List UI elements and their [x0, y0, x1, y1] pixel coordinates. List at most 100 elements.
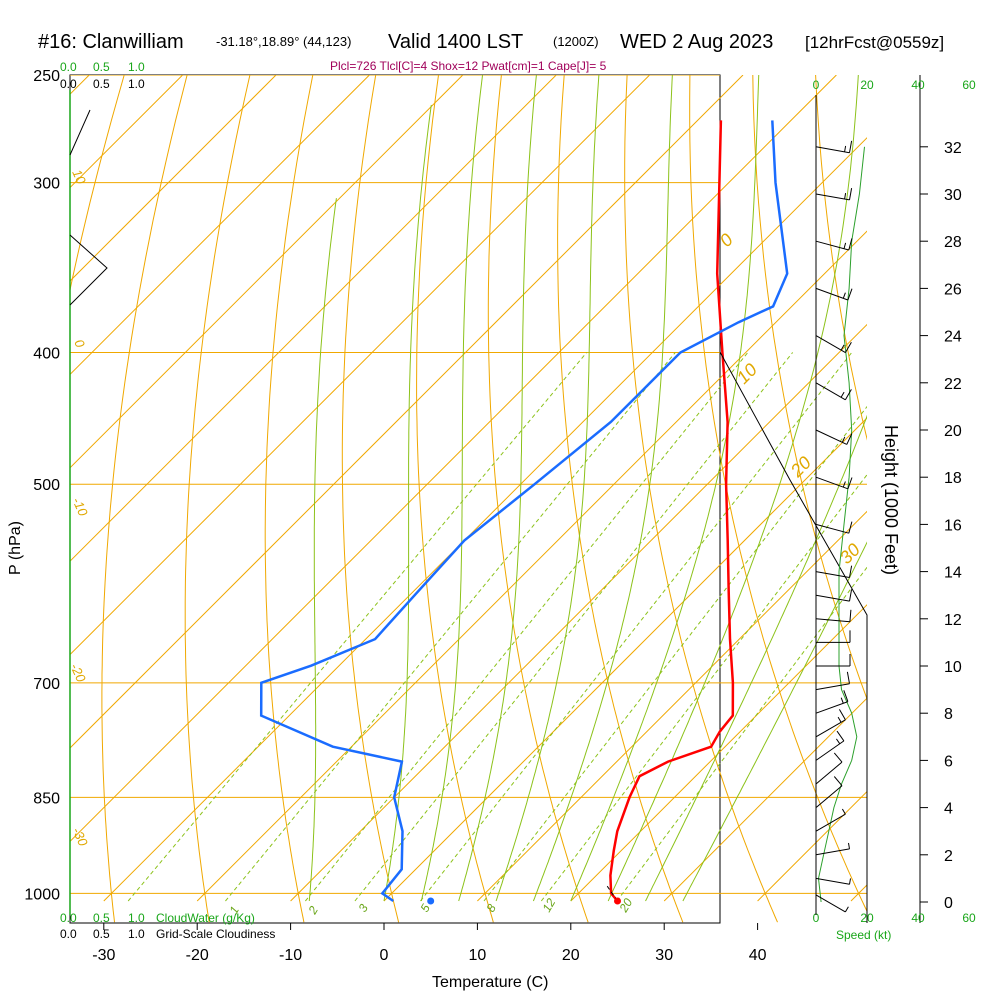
- dry-adiabat: [341, 75, 400, 923]
- wind-barb: [815, 382, 852, 401]
- moist-adiabat: [682, 541, 867, 902]
- height-tick-label: 30: [944, 187, 962, 204]
- dry-adiabat: [264, 75, 314, 923]
- pressure-tick-label: 700: [33, 676, 60, 693]
- pressure-tick-label: 250: [33, 68, 60, 85]
- wind-barb: [815, 429, 853, 445]
- mixing-ratio-label: 12: [539, 896, 558, 915]
- dry-adiabat: [416, 75, 494, 923]
- mixing-ratio-line: [354, 352, 794, 902]
- speed-tick-label-bottom: 60: [962, 911, 976, 925]
- isotherm-line: [383, 417, 867, 902]
- wind-barb: [816, 654, 851, 667]
- cloudwater-tick-0: 0.0: [60, 60, 77, 74]
- cloudwater-legend-label: CloudWater (g/Kg): [156, 911, 255, 925]
- isotherm-label: -10: [69, 495, 91, 519]
- mixing-ratio-line: [540, 473, 867, 902]
- isotherm-line: [70, 75, 557, 562]
- height-tick-label: 18: [944, 470, 962, 487]
- mixing-ratio-line: [616, 566, 867, 902]
- moist-adiabat: [458, 75, 537, 902]
- moist-adiabat: [570, 75, 760, 902]
- height-tick-label: 22: [944, 376, 962, 393]
- isotherm-label: -20: [67, 661, 89, 685]
- wind-barb: [815, 877, 851, 885]
- mixing-ratio-label: 2: [305, 903, 321, 917]
- height-tick-label: 12: [944, 612, 962, 629]
- cloudwater-tick-bottom-0: 0.0: [60, 911, 77, 925]
- cloudwater-tick-bottom-1: 0.5: [93, 911, 110, 925]
- x-tick-label: 30: [655, 947, 673, 964]
- height-tick-label: 16: [944, 517, 962, 534]
- wind-barb: [815, 842, 850, 856]
- moist-adiabat: [383, 104, 432, 902]
- height-tick-label: 10: [944, 659, 962, 676]
- speed-tick-label-bottom: 0: [813, 911, 820, 925]
- dry-adiabat: [624, 75, 778, 923]
- speed-axis-label: Speed (kt): [836, 928, 891, 942]
- dewpoint-trace: [259, 120, 789, 903]
- isotherm-line: [70, 75, 464, 469]
- cloudwater-tick-bottom-2: 1.0: [128, 911, 145, 925]
- isotherm-line: [570, 604, 867, 902]
- cloudiness-tick-bottom-1: 0.5: [93, 927, 110, 941]
- dry-adiabat: [752, 75, 867, 701]
- utc-time: (1200Z): [553, 34, 599, 49]
- wind-barb: [815, 287, 853, 301]
- wind-barb: [815, 565, 853, 578]
- isotherm-line: [663, 697, 867, 902]
- speed-tick-label-bottom: 40: [911, 911, 925, 925]
- cloudiness-legend-label: Grid-Scale Cloudiness: [156, 927, 275, 941]
- isotherm-line: [757, 790, 867, 902]
- y-axis-label: P (hPa): [7, 521, 24, 575]
- moist-adiabat: [532, 75, 673, 902]
- wind-barb: [815, 894, 849, 913]
- pressure-tick-label: 500: [33, 477, 60, 494]
- cloudiness-tick-bottom-0: 0.0: [60, 927, 77, 941]
- wind-barb: [815, 476, 853, 490]
- moist-adiabat: [420, 75, 484, 902]
- mixing-ratio-line: [127, 352, 588, 902]
- cloudiness-tick-bottom-2: 1.0: [128, 927, 145, 941]
- moist-adiabat: [308, 198, 337, 902]
- pressure-tick-label: 1000: [24, 886, 60, 903]
- wind-barb: [815, 690, 849, 714]
- moist-adiabat: [645, 414, 867, 902]
- x-tick-label: 20: [562, 947, 580, 964]
- wind-barb: [815, 238, 853, 251]
- dry-adiabat: [815, 75, 867, 441]
- isotherm-line: [477, 510, 867, 902]
- x-tick-label: 40: [749, 947, 767, 964]
- indices-line: Plcl=726 Tlcl[C]=4 Shox=12 Pwat[cm]=1 Ca…: [330, 59, 607, 73]
- temperature-trace: [609, 120, 735, 902]
- isotherm-label: 0: [71, 337, 88, 351]
- mixing-ratio-line: [483, 405, 867, 902]
- cloudwater-tick-1: 0.5: [93, 60, 110, 74]
- mixing-ratio-label: 3: [355, 901, 371, 914]
- isotherm-line: [70, 75, 277, 282]
- forecast-run: [12hrFcst@0559z]: [805, 33, 944, 52]
- wind-barb: [815, 752, 843, 785]
- wind-barb: [815, 709, 846, 738]
- isotherm-line: [70, 75, 744, 749]
- surface-temperature-point: [614, 897, 621, 905]
- x-tick-label: 10: [469, 947, 487, 964]
- isotherm-label: -30: [69, 825, 91, 849]
- height-tick-label: 20: [944, 423, 962, 440]
- mixing-ratio-line: [225, 352, 676, 902]
- isotherm-line: [290, 323, 867, 902]
- cloudiness-trace: [69, 109, 108, 306]
- height-tick-label: 8: [944, 706, 953, 723]
- dry-adiabat: [689, 75, 867, 913]
- isotherm-line: [850, 884, 867, 902]
- wind-barb: [816, 630, 851, 643]
- wind-speed-trace: [817, 146, 865, 903]
- cloudwater-tick-2: 1.0: [128, 60, 145, 74]
- height-axis-label: Height (1000 Feet): [881, 425, 901, 575]
- speed-tick-label-top: 40: [911, 78, 925, 92]
- station-coords: -31.18°,18.89° (44,123): [216, 34, 351, 49]
- mixing-ratio-line: [305, 352, 749, 902]
- x-tick-label: -20: [186, 947, 209, 964]
- wind-barb: [815, 776, 843, 808]
- isotherm-line: [70, 75, 370, 376]
